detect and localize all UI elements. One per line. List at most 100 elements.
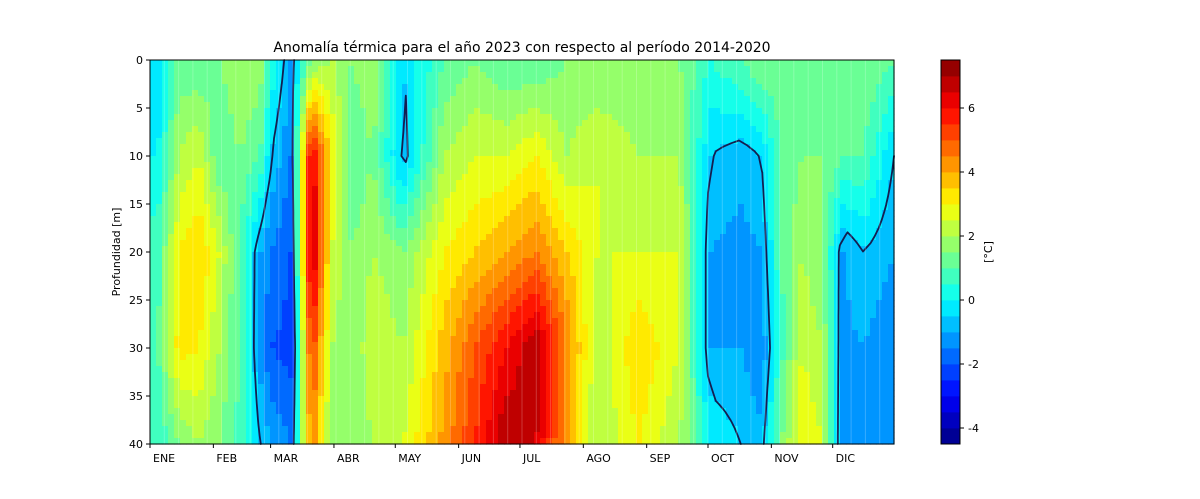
heat-cell — [258, 114, 265, 121]
heat-cell — [300, 204, 307, 211]
heat-cell — [588, 180, 595, 187]
heat-cell — [240, 78, 247, 85]
heat-cell — [318, 222, 325, 229]
heat-cell — [366, 324, 373, 331]
heat-cell — [354, 426, 361, 433]
heat-cell — [396, 414, 403, 421]
heat-cell — [234, 270, 241, 277]
heat-cell — [462, 72, 469, 79]
heat-cell — [354, 432, 361, 439]
heat-cell — [342, 192, 349, 199]
heat-cell — [378, 228, 385, 235]
heat-cell — [372, 306, 379, 313]
heat-cell — [540, 174, 547, 181]
heat-cell — [492, 420, 499, 427]
heat-cell — [264, 390, 271, 397]
heat-cell — [366, 84, 373, 91]
heat-cell — [270, 66, 277, 73]
heat-cell — [354, 198, 361, 205]
heat-cell — [564, 174, 571, 181]
heat-cell — [372, 210, 379, 217]
heat-cell — [156, 174, 163, 181]
heat-cell — [528, 396, 535, 403]
heat-cell — [312, 186, 319, 193]
heat-cell — [516, 222, 523, 229]
heat-cell — [540, 282, 547, 289]
heat-cell — [288, 234, 295, 241]
heat-cell — [444, 120, 451, 127]
heat-cell — [432, 180, 439, 187]
heat-cell — [450, 144, 457, 151]
heat-cell — [258, 330, 265, 337]
heat-cell — [372, 378, 379, 385]
heat-cell — [576, 420, 583, 427]
heat-cell — [168, 402, 175, 409]
heat-cell — [420, 222, 427, 229]
heat-cell — [366, 240, 373, 247]
heat-cell — [246, 216, 253, 223]
heat-cell — [606, 282, 613, 289]
heat-cell — [246, 132, 253, 139]
heat-cell — [324, 348, 331, 355]
heat-cell — [336, 210, 343, 217]
heat-cell — [276, 126, 283, 133]
heat-cell — [564, 402, 571, 409]
heat-cell — [498, 300, 505, 307]
heat-cell — [264, 306, 271, 313]
heat-cell — [300, 174, 307, 181]
heat-cell — [564, 270, 571, 277]
heat-cell — [480, 414, 487, 421]
heat-cell — [228, 174, 235, 181]
heat-cell — [474, 114, 481, 121]
heat-cell — [306, 426, 313, 433]
heat-cell — [558, 126, 565, 133]
heat-cell — [462, 384, 469, 391]
heat-cell — [198, 360, 205, 367]
heat-cell — [276, 384, 283, 391]
heat-cell — [600, 276, 607, 283]
heat-cell — [234, 84, 241, 91]
heat-cell — [438, 162, 445, 169]
heat-cell — [270, 192, 277, 199]
heat-cell — [258, 390, 265, 397]
heat-cell — [438, 108, 445, 115]
heat-cell — [234, 228, 241, 235]
heat-cell — [390, 108, 397, 115]
heat-cell — [462, 288, 469, 295]
heat-cell — [522, 252, 529, 259]
heat-cell — [222, 90, 229, 97]
heat-cell — [282, 288, 289, 295]
heat-cell — [612, 210, 619, 217]
heat-cell — [288, 282, 295, 289]
heat-cell — [312, 408, 319, 415]
heat-cell — [174, 432, 181, 439]
heat-cell — [222, 132, 229, 139]
heat-cell — [306, 264, 313, 271]
heat-cell — [366, 342, 373, 349]
heat-cell — [588, 114, 595, 121]
heat-cell — [528, 312, 535, 319]
heat-cell — [204, 282, 211, 289]
heat-cell — [552, 120, 559, 127]
heat-cell — [612, 102, 619, 109]
heat-cell — [150, 156, 157, 163]
heat-cell — [342, 354, 349, 361]
heat-cell — [234, 174, 241, 181]
heat-cell — [384, 162, 391, 169]
heat-cell — [522, 84, 529, 91]
heat-cell — [402, 174, 409, 181]
heat-cell — [498, 366, 505, 373]
heat-cell — [186, 246, 193, 253]
heat-cell — [300, 408, 307, 415]
heat-cell — [438, 126, 445, 133]
heat-cell — [396, 216, 403, 223]
heat-cell — [450, 354, 457, 361]
heat-cell — [408, 174, 415, 181]
heat-cell — [312, 168, 319, 175]
heat-cell — [420, 144, 427, 151]
heat-cell — [258, 156, 265, 163]
heat-cell — [216, 150, 223, 157]
heat-cell — [420, 264, 427, 271]
heat-cell — [420, 258, 427, 265]
heat-cell — [582, 408, 589, 415]
